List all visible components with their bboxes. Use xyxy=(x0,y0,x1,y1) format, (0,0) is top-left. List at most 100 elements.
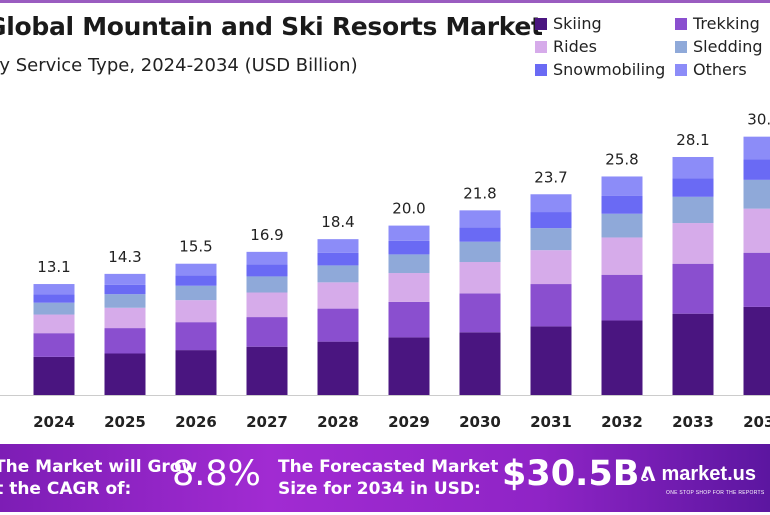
bar-segment-skiing-2026 xyxy=(175,350,217,395)
bar-segment-rides-2030 xyxy=(459,262,501,294)
bar-segment-trekking-2032 xyxy=(601,274,643,321)
bar-segment-others-2027 xyxy=(246,251,288,265)
legend-label: Trekking xyxy=(693,14,760,33)
bar-segment-sledding-2031 xyxy=(530,228,572,251)
bar-segment-others-2029 xyxy=(388,225,430,241)
x-tick-label-2024: 2024 xyxy=(33,413,75,431)
bar-segment-skiing-2025 xyxy=(104,353,146,395)
legend-swatch xyxy=(675,17,687,30)
bar-segment-rides-2024 xyxy=(33,314,75,334)
bar-segment-trekking-2034 xyxy=(743,252,770,307)
forecast-text-line1: The Forecasted Market xyxy=(278,457,499,477)
x-tick-label-2025: 2025 xyxy=(104,413,146,431)
bar-segment-snowmobiling-2027 xyxy=(246,264,288,277)
bar-segment-skiing-2031 xyxy=(530,326,572,395)
brand-logo: ᕕ market.us ONE STOP SHOP FOR THE REPORT… xyxy=(640,462,766,496)
data-label-2031: 23.7 xyxy=(534,168,567,186)
legend-label: Snowmobiling xyxy=(553,60,666,79)
data-label-2027: 16.9 xyxy=(250,226,283,244)
cagr-text: The Market will GrowAt the CAGR of: xyxy=(0,456,197,500)
data-label-2025: 14.3 xyxy=(108,248,141,266)
bar-segment-others-2033 xyxy=(672,156,714,179)
data-label-2029: 20.0 xyxy=(392,200,425,218)
x-tick-label-2026: 2026 xyxy=(175,413,217,431)
legend-swatch xyxy=(535,63,547,76)
bar-segment-sledding-2029 xyxy=(388,254,430,274)
x-tick-label-2027: 2027 xyxy=(246,413,288,431)
legend-label: Rides xyxy=(553,37,597,56)
bar-segment-snowmobiling-2026 xyxy=(175,275,217,286)
data-label-2026: 15.5 xyxy=(179,238,212,256)
bar-segment-sledding-2033 xyxy=(672,196,714,224)
data-label-2034: 30.5 xyxy=(747,111,770,129)
legend-swatch xyxy=(535,17,547,30)
bar-segment-others-2034 xyxy=(743,136,770,160)
logo-text: market.us xyxy=(661,462,756,485)
stacked-bar-chart: 13.1 2024 14.3 2025 15.5 2026 16.9 2027 18.4 2028… xyxy=(0,111,770,431)
cagr-text-line1: The Market will Grow xyxy=(0,457,198,477)
bar-segment-trekking-2025 xyxy=(104,328,146,354)
legend-label: Others xyxy=(693,60,747,79)
bar-segment-rides-2032 xyxy=(601,237,643,275)
cagr-value: 8.8% xyxy=(172,454,261,494)
bar-segment-snowmobiling-2030 xyxy=(459,227,501,242)
forecast-value: $30.5B xyxy=(502,454,640,494)
bar-segment-trekking-2027 xyxy=(246,317,288,347)
bar-segment-others-2024 xyxy=(33,284,75,295)
forecast-text: The Forecasted Market Size for 2034 in US… xyxy=(278,456,498,500)
bar-segment-others-2032 xyxy=(601,176,643,196)
bar-segment-trekking-2033 xyxy=(672,263,714,314)
bar-segment-skiing-2024 xyxy=(33,356,75,395)
bar-segment-rides-2029 xyxy=(388,273,430,302)
chart-title: Global Mountain and Ski Resorts Market xyxy=(0,12,543,41)
bar-segment-sledding-2034 xyxy=(743,179,770,209)
bar-segment-trekking-2029 xyxy=(388,301,430,338)
bar-segment-trekking-2024 xyxy=(33,333,75,357)
bar-segment-skiing-2033 xyxy=(672,313,714,395)
bar-segment-sledding-2024 xyxy=(33,302,75,315)
x-tick-label-2032: 2032 xyxy=(601,413,643,431)
legend: Skiing Trekking Rides Sledding Snowmobil… xyxy=(535,14,767,79)
data-label-2033: 28.1 xyxy=(676,131,709,149)
bar-segment-skiing-2027 xyxy=(246,346,288,395)
bar-segment-snowmobiling-2025 xyxy=(104,284,146,295)
legend-swatch xyxy=(675,40,687,53)
legend-swatch xyxy=(675,63,687,76)
bar-segment-trekking-2026 xyxy=(175,322,217,351)
bar-segment-sledding-2026 xyxy=(175,285,217,301)
x-tick-label-2031: 2031 xyxy=(530,413,572,431)
bar-segment-snowmobiling-2028 xyxy=(317,252,359,266)
legend-item-rides: Rides xyxy=(535,37,675,56)
bar-segment-rides-2033 xyxy=(672,223,714,264)
forecast-text-line2: Size for 2034 in USD: xyxy=(278,479,481,499)
legend-label: Sledding xyxy=(693,37,763,56)
bar-segment-others-2025 xyxy=(104,273,146,285)
bar-segment-others-2028 xyxy=(317,239,359,253)
bar-segment-trekking-2028 xyxy=(317,308,359,342)
legend-label: Skiing xyxy=(553,14,602,33)
logo-icon: ᕕ xyxy=(640,462,656,486)
bar-segment-skiing-2034 xyxy=(743,306,770,395)
legend-swatch xyxy=(535,40,547,53)
bar-segment-others-2030 xyxy=(459,210,501,228)
bar-segment-sledding-2030 xyxy=(459,241,501,263)
bar-segment-snowmobiling-2033 xyxy=(672,178,714,197)
data-label-2030: 21.8 xyxy=(463,184,496,202)
summary-banner: The Market will GrowAt the CAGR of: 8.8%… xyxy=(0,444,770,512)
bar-segment-rides-2025 xyxy=(104,307,146,329)
bar-segment-rides-2031 xyxy=(530,250,572,285)
bar-segment-others-2031 xyxy=(530,194,572,213)
data-label-2032: 25.8 xyxy=(605,150,638,168)
legend-item-snowmobiling: Snowmobiling xyxy=(535,60,675,79)
bar-segment-skiing-2028 xyxy=(317,341,359,395)
bar-segment-snowmobiling-2024 xyxy=(33,294,75,303)
cagr-text-line2: At the CAGR of: xyxy=(0,479,132,499)
logo-tagline: ONE STOP SHOP FOR THE REPORTS xyxy=(666,490,765,496)
legend-item-skiing: Skiing xyxy=(535,14,675,33)
x-tick-label-2034: 2034 xyxy=(743,413,770,431)
bar-segment-skiing-2029 xyxy=(388,337,430,395)
bar-segment-sledding-2032 xyxy=(601,213,643,238)
legend-item-sledding: Sledding xyxy=(675,37,767,56)
bar-segment-rides-2028 xyxy=(317,282,359,309)
bar-segment-snowmobiling-2029 xyxy=(388,240,430,255)
